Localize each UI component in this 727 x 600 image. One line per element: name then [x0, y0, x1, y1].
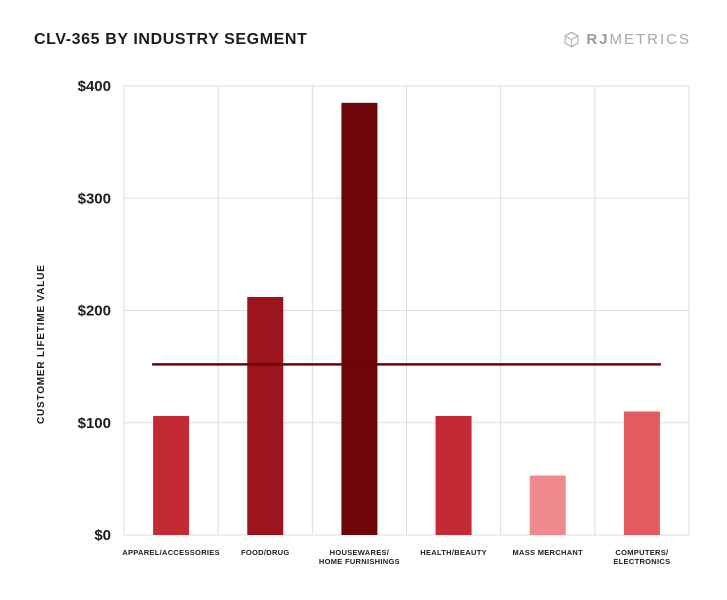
brand-name-suffix: METRICS	[609, 30, 691, 48]
x-tick-label: COMPUTERS/	[615, 548, 669, 557]
y-tick-label: $200	[78, 303, 111, 320]
bar	[153, 416, 190, 535]
x-tick-label: FOOD/DRUG	[241, 548, 290, 557]
x-tick-label: ELECTRONICS	[613, 557, 670, 566]
bar	[623, 411, 660, 535]
chart-title: CLV-365 BY INDUSTRY SEGMENT	[34, 31, 308, 48]
rj-metrics-hexagon-logo-icon	[564, 31, 579, 47]
x-tick-label: HOME FURNISHINGS	[319, 557, 400, 566]
y-axis-title: CUSTOMER LIFETIME VALUE	[36, 264, 47, 424]
x-tick-label: HOUSEWARES/	[330, 548, 390, 557]
brand-name: RJMETRICS	[586, 31, 691, 48]
y-tick-label: $100	[78, 415, 111, 432]
x-tick-label: HEALTH/BEAUTY	[420, 548, 487, 557]
y-tick-label: $400	[78, 78, 111, 95]
bar	[247, 297, 284, 535]
brand-name-prefix: RJ	[586, 30, 610, 48]
y-tick-label: $0	[94, 527, 111, 544]
y-tick-label: $300	[78, 190, 111, 207]
bar	[435, 416, 472, 535]
brand-logo: RJMETRICS	[563, 30, 691, 48]
bar	[529, 475, 566, 535]
bar	[341, 102, 378, 536]
x-tick-label: APPAREL/ACCESSORIES	[122, 548, 220, 557]
x-tick-label: MASS MERCHANT	[512, 548, 583, 557]
